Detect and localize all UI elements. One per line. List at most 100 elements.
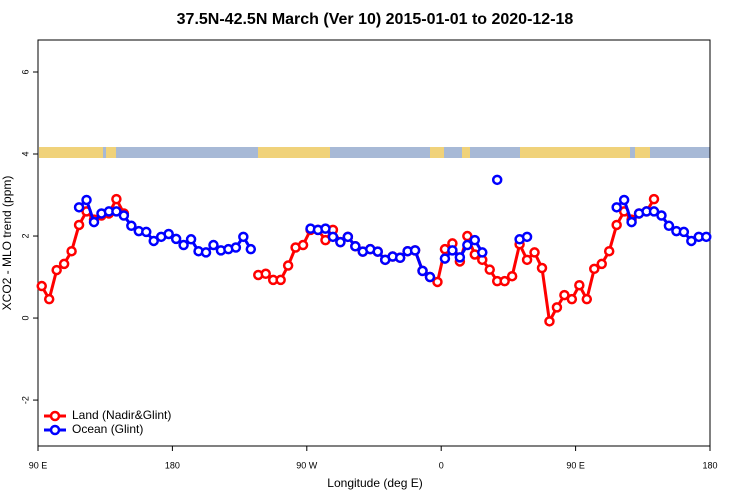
data-point xyxy=(297,239,309,251)
ocean-strip xyxy=(39,147,710,158)
data-point xyxy=(200,247,212,258)
data-point xyxy=(417,265,428,277)
data-point xyxy=(88,216,100,228)
data-point xyxy=(208,239,219,251)
land-strip xyxy=(635,147,650,158)
data-point xyxy=(559,289,570,301)
data-point xyxy=(701,231,712,243)
data-point xyxy=(491,174,503,186)
land-strip xyxy=(462,147,470,158)
data-point xyxy=(611,202,622,213)
data-point xyxy=(574,279,585,291)
land-strip xyxy=(430,147,444,158)
data-point xyxy=(544,316,555,327)
data-point xyxy=(111,206,122,217)
x-axis-label: Longitude (deg E) xyxy=(327,476,422,490)
series-line xyxy=(40,195,656,327)
data-point xyxy=(372,246,383,257)
data-point xyxy=(275,274,286,286)
data-point xyxy=(36,280,47,292)
data-point xyxy=(350,241,361,252)
y-tick-label: -2 xyxy=(20,396,30,404)
land-strip xyxy=(39,147,103,158)
data-point xyxy=(81,194,92,206)
data-point xyxy=(656,210,667,221)
plot-frame xyxy=(37,39,711,447)
data-point xyxy=(126,220,137,232)
x-tick-label: 90 E xyxy=(29,460,48,470)
data-point xyxy=(462,239,473,251)
data-point xyxy=(618,194,630,206)
data-point xyxy=(506,270,518,282)
land-strip xyxy=(106,147,116,158)
data-point xyxy=(589,263,600,275)
y-axis-label: XCO2 - MLO trend (ppm) xyxy=(0,176,14,311)
data-point xyxy=(141,226,152,238)
legend-label: Ocean (Glint) xyxy=(72,422,143,436)
data-point xyxy=(282,260,294,271)
data-point xyxy=(111,193,122,205)
data-point xyxy=(663,220,675,232)
data-point xyxy=(238,231,249,243)
data-point xyxy=(118,210,130,221)
data-point xyxy=(51,264,62,276)
x-tick-label: 0 xyxy=(439,460,444,470)
data-point xyxy=(678,226,690,238)
y-tick-label: 4 xyxy=(20,152,30,157)
data-point xyxy=(185,234,197,245)
data-point xyxy=(178,239,189,251)
data-point xyxy=(432,276,443,288)
data-point xyxy=(320,223,331,234)
data-point xyxy=(536,262,548,274)
data-point xyxy=(484,264,495,275)
data-point xyxy=(73,219,85,231)
data-point xyxy=(327,231,339,243)
data-point xyxy=(603,245,615,257)
y-tick-label: 0 xyxy=(20,316,30,321)
land-strip xyxy=(258,147,330,158)
data-point xyxy=(163,228,174,240)
x-tick-label: 180 xyxy=(702,460,717,470)
data-point xyxy=(424,271,436,283)
data-point xyxy=(230,242,242,253)
data-point xyxy=(170,233,182,245)
data-point xyxy=(454,252,466,263)
data-point xyxy=(335,236,346,248)
data-point xyxy=(648,206,660,217)
data-point xyxy=(245,243,257,255)
x-tick-label: 90 W xyxy=(296,460,318,470)
data-point xyxy=(469,234,481,246)
data-point xyxy=(529,247,540,258)
data-point xyxy=(686,235,697,247)
data-point xyxy=(566,293,578,305)
data-point xyxy=(58,258,70,270)
data-point xyxy=(43,293,55,305)
data-point xyxy=(551,302,563,313)
data-point xyxy=(499,275,510,287)
land-mask-strip xyxy=(39,147,710,158)
data-point xyxy=(596,258,607,270)
land-strip xyxy=(520,147,630,158)
data-point xyxy=(439,253,451,264)
chart-title: 37.5N-42.5N March (Ver 10) 2015-01-01 to… xyxy=(177,11,574,28)
data-point xyxy=(148,235,159,247)
legend-marker xyxy=(49,410,61,422)
data-point xyxy=(66,245,77,257)
data-point xyxy=(626,216,637,228)
data-point xyxy=(477,247,488,258)
data-point xyxy=(581,293,593,305)
y-tick-label: 6 xyxy=(20,69,30,74)
data-point xyxy=(648,193,660,205)
y-tick-label: 2 xyxy=(20,234,30,239)
data-point xyxy=(611,219,622,231)
x-tick-label: 90 E xyxy=(566,460,585,470)
data-point xyxy=(394,252,406,264)
legend-label: Land (Nadir&Glint) xyxy=(72,408,171,422)
data-point xyxy=(260,268,271,280)
x-tick-label: 180 xyxy=(165,460,180,470)
data-point xyxy=(73,202,85,213)
data-point xyxy=(521,231,533,243)
data-point xyxy=(409,245,421,256)
data-point xyxy=(447,245,458,256)
